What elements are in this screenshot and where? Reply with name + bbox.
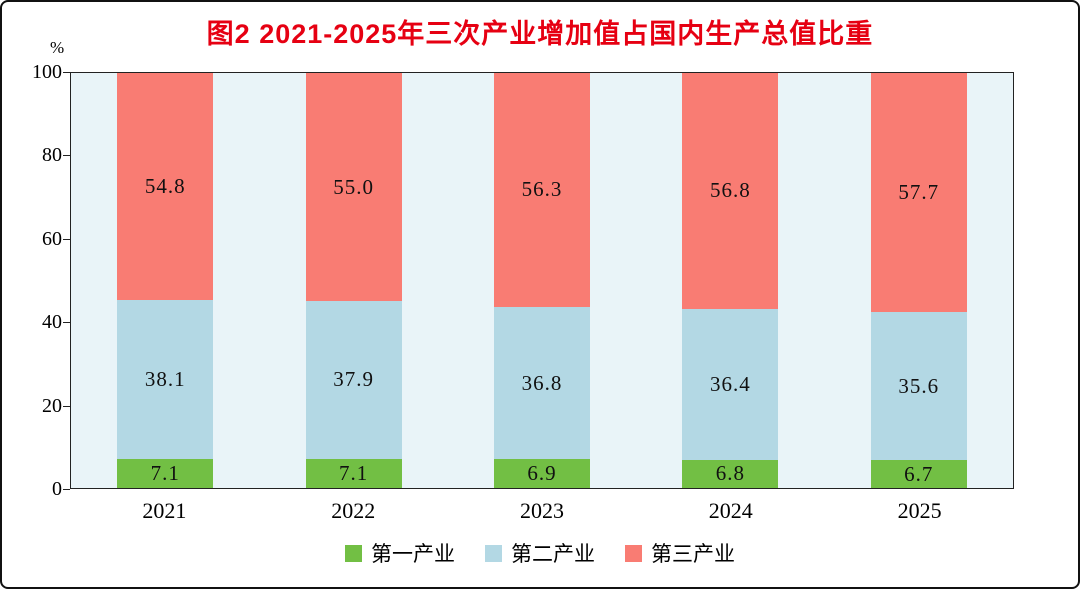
y-tick-label: 40 [42,311,62,334]
data-label: 36.8 [521,370,563,395]
y-tick-label: 100 [32,61,62,83]
data-label: 54.8 [144,174,186,199]
chart-title: 图2 2021-2025年三次产业增加值占国内生产总值比重 [206,19,874,49]
legend-swatch-icon [625,544,642,562]
stacked-bar-2021: 7.1 38.1 54.8 [117,73,214,488]
legend-item: 第二产业 [485,538,595,568]
legend-label: 第二产业 [511,543,595,566]
y-axis-unit-label: % [50,38,65,57]
y-tick-label: 0 [52,478,62,500]
data-label: 38.1 [144,366,186,391]
stacked-bar-2024: 6.8 36.4 56.8 [682,73,779,488]
bar-segment: 6.7 [870,460,967,488]
bar-segment: 36.8 [493,306,590,460]
x-axis: 2021 2022 2023 2024 2025 [70,498,1014,524]
data-label: 57.7 [898,180,940,205]
y-tick-mark [63,489,70,490]
bar-segment: 57.7 [870,73,967,313]
legend-item: 第一产业 [345,538,455,568]
data-label: 7.1 [150,460,180,485]
bar-segment: 35.6 [870,312,967,461]
plot-area: 7.1 38.1 54.8 7.1 37.9 55.0 6.9 36.8 56.3 6.8 36.4… [70,72,1014,489]
legend-label: 第一产业 [371,543,455,566]
bar-segment: 7.1 [305,458,402,488]
data-label: 55.0 [333,174,374,199]
y-tick-mark [63,322,70,324]
legend-label: 第三产业 [651,543,735,566]
legend-swatch-icon [345,544,362,562]
data-label: 37.9 [333,367,374,392]
bar-segment: 6.8 [682,459,779,488]
y-tick-label: 60 [42,227,62,250]
legend-item: 第三产业 [625,538,735,568]
y-tick-label: 80 [42,144,62,167]
x-tick-label: 2023 [519,498,564,523]
legend-swatch-icon [485,544,502,562]
y-tick-mark [63,405,70,407]
data-label: 6.8 [715,461,745,486]
stacked-bar-2022: 7.1 37.9 55.0 [305,73,402,488]
bar-segment: 36.4 [682,308,779,460]
y-tick-label: 20 [42,394,62,417]
y-tick-mark [63,72,70,73]
bar-segment: 56.3 [493,73,590,307]
data-label: 56.3 [521,177,563,202]
stacked-bar-2023: 6.9 36.8 56.3 [493,73,590,488]
bar-segment: 38.1 [117,300,214,459]
bar-segment: 6.9 [493,459,590,488]
x-tick-label: 2024 [708,498,753,523]
data-label: 35.6 [898,373,940,398]
data-label: 6.7 [904,461,934,486]
data-label: 6.9 [527,461,557,486]
bar-segment: 56.8 [682,73,779,309]
x-tick-label: 2021 [142,498,187,523]
bar-segment: 7.1 [117,458,214,488]
data-label: 56.8 [709,178,751,203]
data-label: 36.4 [709,371,751,396]
stacked-bar-2025: 6.7 35.6 57.7 [870,73,967,488]
bar-segment: 54.8 [117,73,214,301]
legend: 第一产业 第二产业 第三产业 [2,538,1078,568]
data-label: 7.1 [338,460,369,485]
x-tick-label: 2022 [331,498,376,523]
y-tick-mark [63,238,70,240]
bar-segment: 55.0 [305,73,402,302]
x-tick-label: 2025 [897,498,942,523]
y-tick-mark [63,155,70,157]
bar-segment: 37.9 [305,301,402,459]
